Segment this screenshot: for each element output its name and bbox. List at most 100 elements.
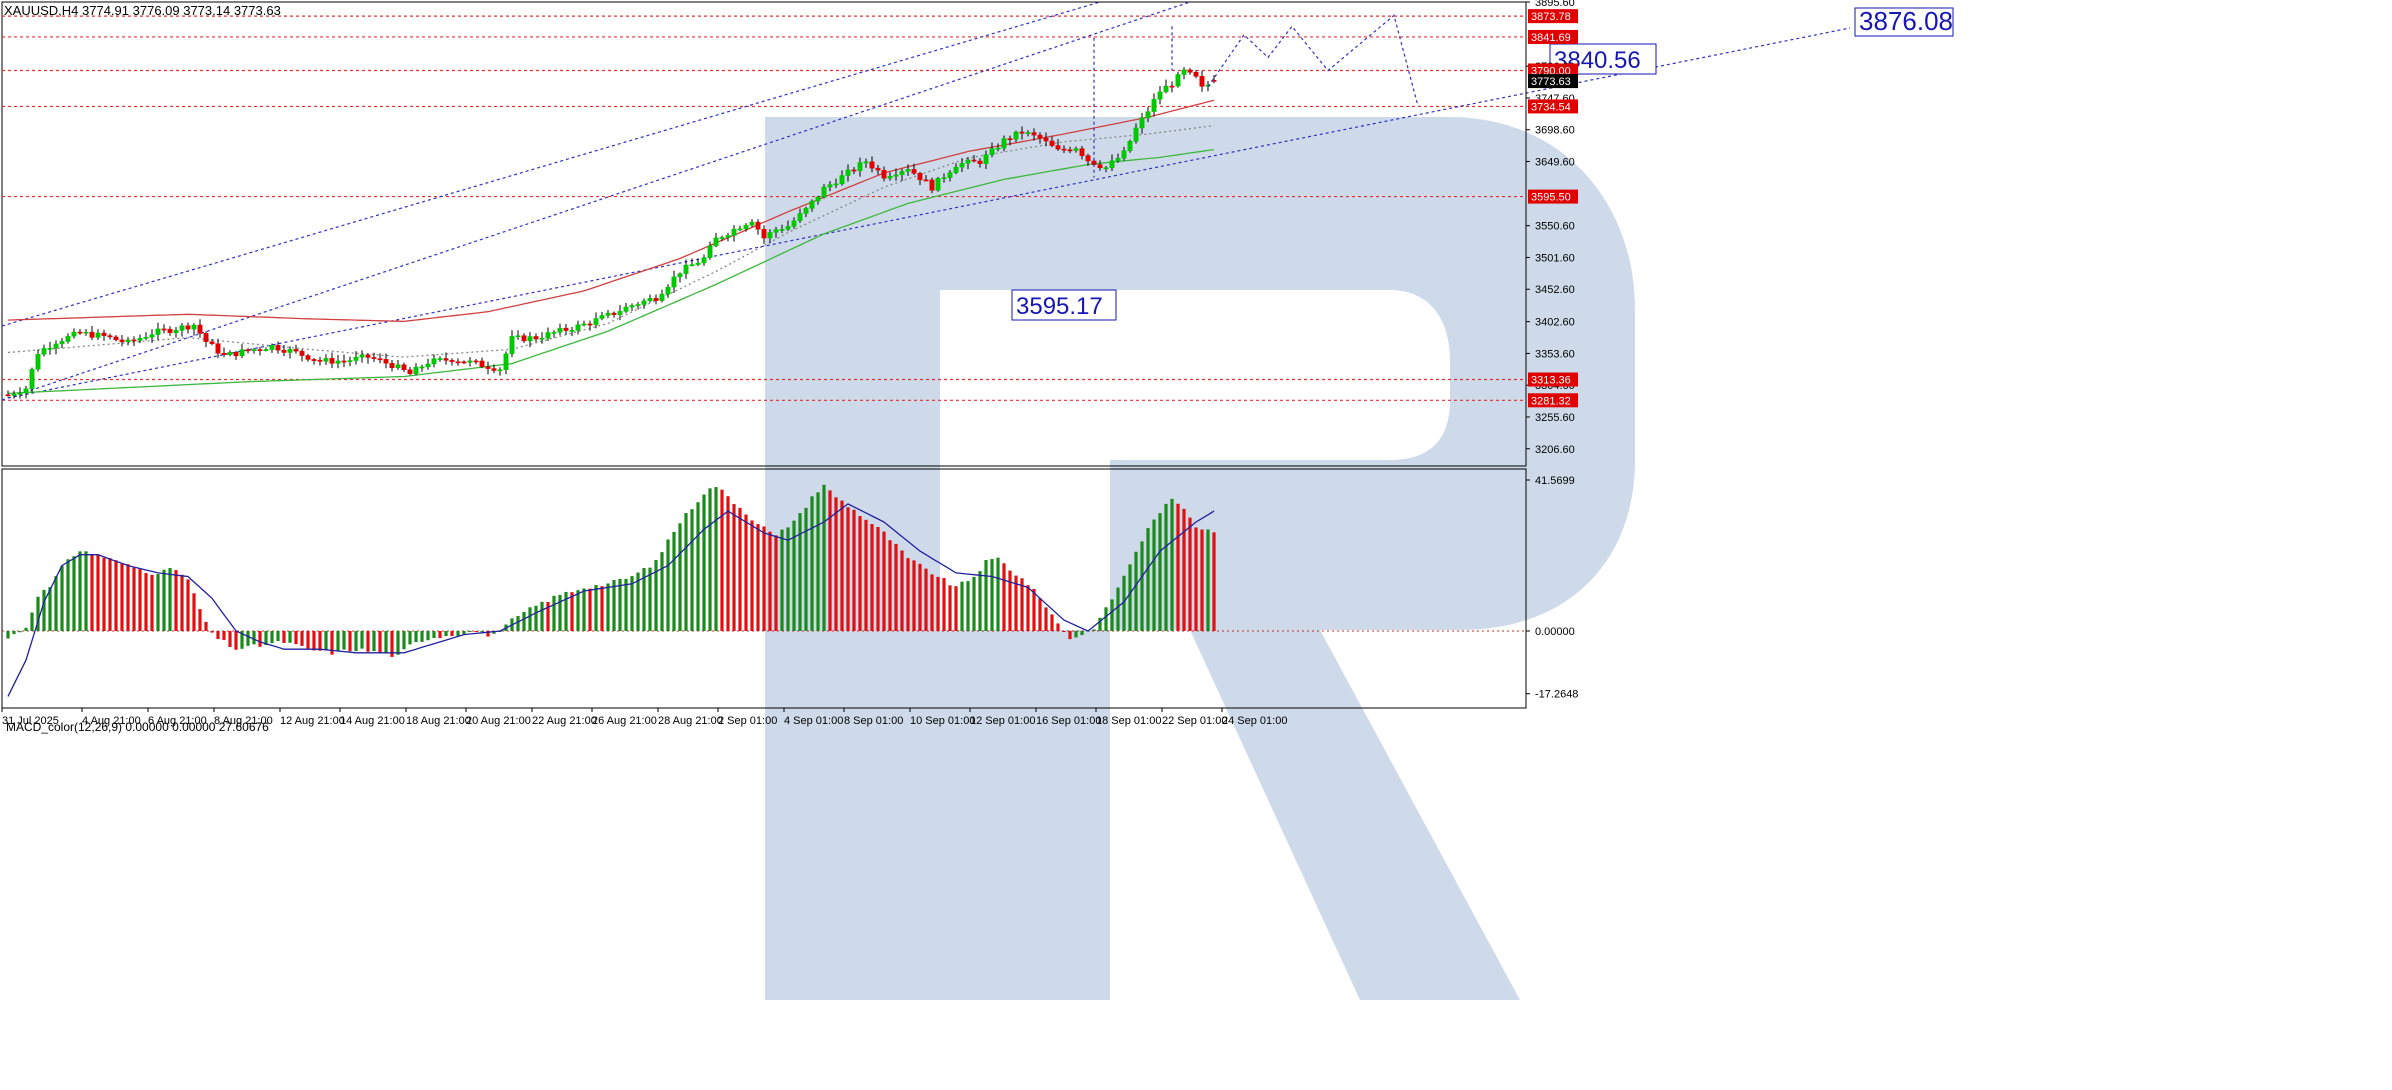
macd-histogram-bar [1008,570,1012,631]
macd-histogram-bar [246,631,250,646]
candle-body [923,179,929,182]
candle-body [137,338,143,341]
candle-body [377,358,383,361]
macd-histogram-bar [810,496,814,631]
macd-histogram-bar [1020,578,1024,631]
macd-histogram-bar [930,574,934,631]
candle-body [1007,138,1013,141]
macd-histogram-bar [102,557,106,631]
candle-body [263,349,269,351]
macd-histogram-bar [450,631,454,637]
time-tick-label: 10 Sep 01:00 [910,715,975,727]
macd-histogram-bar [942,578,946,631]
level-price-tag [1528,99,1578,114]
level-price-label: 3734.54 [1531,101,1571,113]
macd-histogram-bar [906,558,910,631]
candle-body [515,335,521,338]
candle-body [1181,69,1187,75]
candle-body [593,318,599,325]
macd-histogram-bar [432,631,436,638]
macd-histogram-bar [660,552,664,631]
macd-histogram-bar [636,572,640,631]
candle-body [767,232,773,239]
macd-histogram-bar [600,586,604,631]
price-callout-label: 3876.08 [1859,6,1953,36]
macd-histogram-bar [1116,587,1120,631]
macd-histogram-bar [1212,532,1216,631]
macd-histogram-bar [918,563,922,631]
candle-body [323,358,329,362]
candle-body [905,169,911,172]
macd-histogram-bar [132,567,136,631]
macd-histogram-bar [1140,541,1144,631]
macd-histogram-bar [144,573,148,631]
macd-histogram-bar [30,612,34,631]
macd-histogram-bar [1122,575,1126,631]
macd-histogram-bar [654,560,658,631]
macd-histogram-bar [708,488,712,631]
macd-histogram-bar [78,551,82,631]
macd-histogram-bar [1002,563,1006,631]
macd-histogram-bar [1134,551,1138,631]
macd-histogram-bar [402,631,406,650]
macd-pane[interactable]: 41.5699 0.00000 -17.2648 MACD_color(12,26,… [1,468,1578,734]
macd-histogram-bar [348,631,352,652]
macd-histogram-bar [546,601,550,631]
moving-averages [7,99,1215,395]
candle-body [557,327,563,333]
macd-histogram-bar [36,596,40,631]
macd-tick-label: 41.5699 [1535,475,1575,487]
candle-body [911,169,917,174]
price-callout-box [1854,7,1954,37]
macd-histogram-bar [396,631,400,655]
time-tick-label: 2 Sep 01:00 [718,715,777,727]
macd-histogram-bar [1056,623,1060,631]
candle-body [521,335,527,342]
time-axis: 31 Jul 2025 4 Aug 21:00 6 Aug 21:00 8 Aug 2… [1,708,1287,727]
macd-histogram-bar [372,631,376,652]
candle-body [539,337,545,340]
macd-histogram-bar [282,631,286,643]
candle-body [251,349,257,351]
time-tick-label: 22 Aug 21:00 [532,715,597,727]
macd-histogram-bar [456,631,460,636]
price-tick-label: 3649.60 [1535,157,1575,169]
candle-body [203,333,209,342]
candle-body [713,237,719,247]
macd-histogram-bar [1200,529,1204,631]
candle-body [527,336,533,342]
candle-body [389,363,395,369]
candle-body [155,328,161,335]
macd-histogram-bar [564,591,568,631]
candle-body [191,324,197,330]
channel-upper-line [1,1,1101,327]
candle-body [41,348,47,355]
macd-histogram-bar [360,631,364,649]
time-tick-label: 4 Sep 01:00 [784,715,843,727]
candle-body [695,262,701,265]
time-tick-label: 6 Aug 21:00 [148,715,207,727]
macd-histogram-bar [1032,588,1036,631]
candle-body [719,237,725,239]
candle-body [1085,155,1091,162]
candle-body [887,175,893,179]
candle-body [533,336,539,340]
candle-body [275,344,281,351]
candle-body [1163,85,1169,93]
macd-histogram-bar [408,631,412,645]
candle-body [647,298,653,302]
macd-histogram-bar [618,578,622,631]
candles [5,67,1217,399]
candle-body [1079,148,1085,156]
candle-body [833,183,839,186]
macd-histogram-bar [312,631,316,651]
macd-histogram-bar [1038,598,1042,631]
macd-histogram-bar [870,524,874,631]
macd-histogram-bar [696,502,700,631]
candle-body [1019,131,1025,134]
macd-histogram-bar [750,520,754,631]
candle-body [47,347,53,350]
macd-histogram-bar [822,484,826,631]
